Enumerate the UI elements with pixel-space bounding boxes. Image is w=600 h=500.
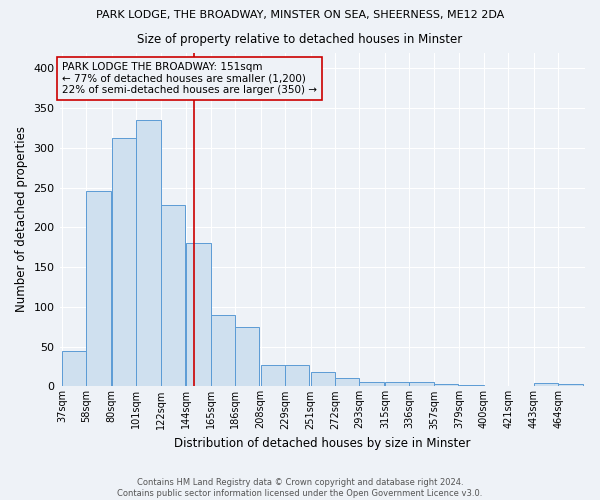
Text: Size of property relative to detached houses in Minster: Size of property relative to detached ho…: [137, 32, 463, 46]
Bar: [260, 365, 285, 386]
Bar: [385, 382, 409, 386]
Bar: [534, 383, 558, 386]
Text: PARK LODGE THE BROADWAY: 151sqm
← 77% of detached houses are smaller (1,200)
22%: PARK LODGE THE BROADWAY: 151sqm ← 77% of…: [62, 62, 317, 95]
Bar: [211, 315, 235, 386]
Bar: [409, 382, 434, 386]
Bar: [161, 205, 185, 386]
Bar: [285, 365, 310, 386]
Y-axis label: Number of detached properties: Number of detached properties: [15, 126, 28, 312]
Bar: [62, 352, 86, 386]
Bar: [558, 384, 583, 386]
Bar: [112, 138, 136, 386]
Bar: [186, 244, 211, 386]
Bar: [335, 378, 359, 386]
Text: PARK LODGE, THE BROADWAY, MINSTER ON SEA, SHEERNESS, ME12 2DA: PARK LODGE, THE BROADWAY, MINSTER ON SEA…: [96, 10, 504, 20]
Bar: [460, 385, 484, 386]
Bar: [86, 191, 110, 386]
Bar: [359, 382, 384, 386]
Text: Contains HM Land Registry data © Crown copyright and database right 2024.
Contai: Contains HM Land Registry data © Crown c…: [118, 478, 482, 498]
Bar: [311, 372, 335, 386]
Bar: [434, 384, 458, 386]
Bar: [136, 120, 161, 386]
Bar: [235, 327, 259, 386]
X-axis label: Distribution of detached houses by size in Minster: Distribution of detached houses by size …: [174, 437, 470, 450]
